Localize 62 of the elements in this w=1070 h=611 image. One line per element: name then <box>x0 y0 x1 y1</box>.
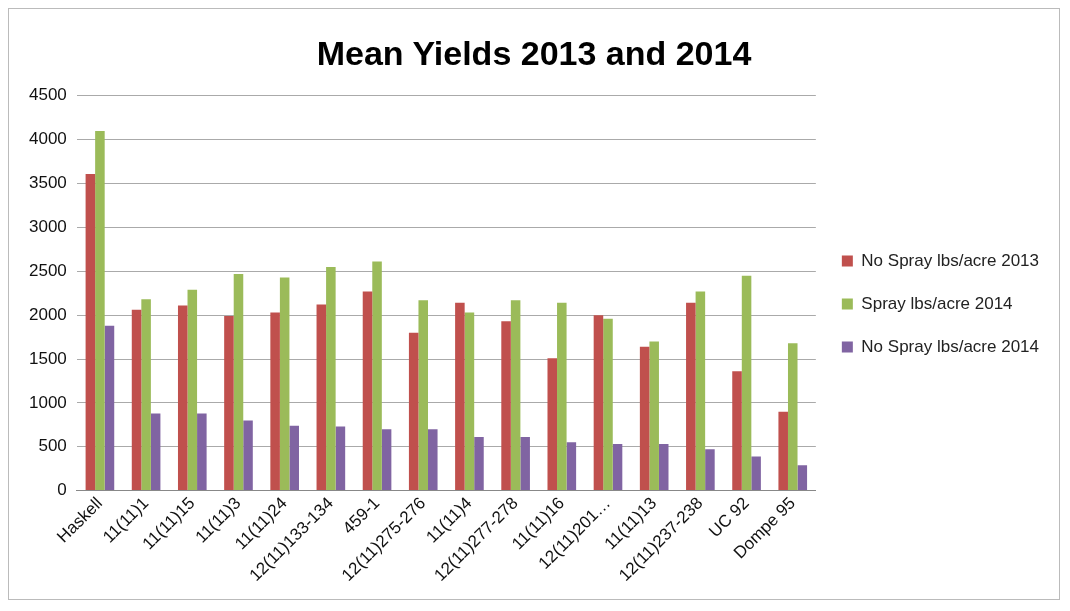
bar <box>658 444 669 491</box>
bar <box>593 315 604 491</box>
bar <box>289 425 299 491</box>
bar <box>557 302 567 491</box>
bar <box>177 305 188 491</box>
y-tick-label: 4000 <box>28 129 67 149</box>
bar <box>362 291 373 491</box>
bar <box>464 312 475 491</box>
bar <box>233 273 244 491</box>
bar <box>649 341 659 491</box>
bar <box>695 291 706 491</box>
bar <box>150 413 161 491</box>
y-tick-label: 1000 <box>28 392 67 412</box>
y-tick-label: 4500 <box>28 85 67 105</box>
y-tick-label: 500 <box>38 436 67 456</box>
bar <box>197 413 207 491</box>
bar <box>741 275 752 491</box>
bar <box>104 325 115 491</box>
y-tick-label: 0 <box>57 480 67 500</box>
bar <box>547 358 558 491</box>
bar <box>455 302 465 491</box>
bar <box>732 371 742 491</box>
legend-label: Spray lbs/acre 2014 <box>861 293 1013 313</box>
bar <box>474 437 484 491</box>
bar <box>131 309 142 491</box>
bar <box>187 289 198 491</box>
bar <box>520 437 530 491</box>
bar <box>510 300 521 491</box>
bar <box>686 302 696 491</box>
bar <box>326 266 336 491</box>
bar <box>372 261 382 491</box>
bar <box>95 130 105 491</box>
bar <box>778 411 788 491</box>
bar <box>335 426 346 491</box>
bar <box>787 343 798 491</box>
bar <box>501 321 511 491</box>
bar <box>418 300 429 491</box>
bar <box>270 312 280 491</box>
y-tick-label: 3000 <box>28 217 67 237</box>
bar <box>612 444 623 491</box>
legend-label: No Spray lbs/acre 2014 <box>861 336 1039 356</box>
bar <box>85 173 96 491</box>
bar <box>428 429 438 491</box>
bar <box>751 456 761 491</box>
bar <box>141 299 151 491</box>
bar <box>566 442 577 491</box>
chart-title: Mean Yields 2013 and 2014 <box>316 33 752 72</box>
y-tick-label: 2000 <box>28 304 67 324</box>
bar <box>243 420 253 491</box>
bar <box>224 316 234 491</box>
bar <box>381 429 392 491</box>
legend-label: No Spray lbs/acre 2013 <box>861 250 1039 270</box>
bar <box>705 449 715 491</box>
y-tick-label: 2500 <box>28 260 67 280</box>
y-tick-label: 1500 <box>28 348 67 368</box>
bar <box>797 465 808 491</box>
bar <box>279 277 290 491</box>
bar <box>316 304 327 491</box>
bar <box>639 346 650 491</box>
bar <box>408 332 419 491</box>
y-tick-label: 3500 <box>28 173 67 193</box>
bar <box>603 318 613 491</box>
